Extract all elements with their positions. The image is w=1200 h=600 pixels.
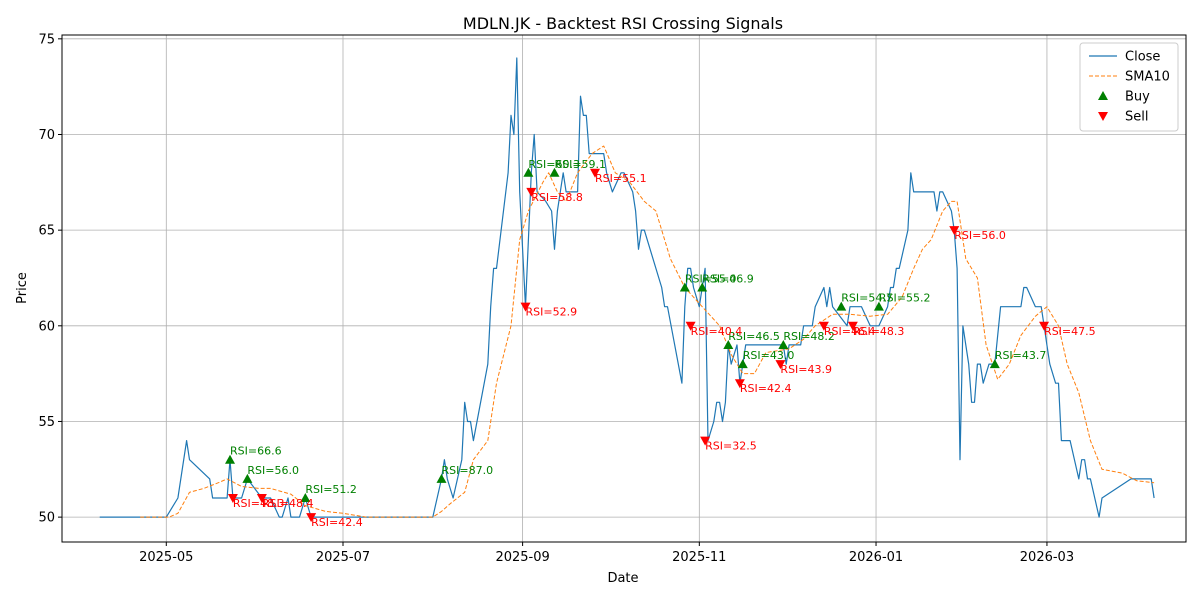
x-tick-label: 2025-07 [316,550,370,565]
sell-marker [949,226,960,236]
buy-label: RSI=46.9 [702,273,754,286]
sell-marker [256,493,267,503]
x-tick-label: 2026-03 [1020,550,1074,565]
buy-marker [737,359,748,369]
sell-marker [227,493,238,503]
y-tick-label: 75 [38,32,55,47]
x-tick-label: 2025-11 [672,550,726,565]
legend-label: Close [1125,50,1160,65]
buy-marker [549,167,560,177]
legend-sell-swatch [1098,112,1108,121]
legend-label: SMA10 [1125,70,1170,85]
sell-marker [775,360,786,370]
sell-label: RSI=52.9 [526,306,578,319]
x-axis: 2025-05 2025-07 2025-09 2025-11 2026-01 2026-… [139,542,1074,565]
buy-marker [697,282,708,292]
legend: Close SMA10 Buy Sell [1079,42,1179,132]
sell-marker [1039,321,1050,331]
buy-label: RSI=46.5 [728,330,780,343]
sell-marker [526,187,537,197]
y-tick-label: 50 [38,511,55,526]
sell-marker [520,302,531,312]
sell-label: RSI=40.4 [691,325,743,338]
x-axis-title: Date [607,571,638,586]
y-axis-title: Price [15,272,30,304]
sell-label: RSI=32.5 [705,440,757,453]
buy-marker [679,282,690,292]
sell-label: RSI=42.4 [311,516,363,529]
buy-label: RSI=43.7 [995,349,1047,362]
buy-label: RSI=43.0 [743,349,795,362]
y-tick-label: 70 [38,128,55,143]
sell-label: RSI=48.3 [233,497,285,510]
buy-label: RSI=59.1 [554,158,606,171]
buy-marker [989,359,1000,369]
buy-label: RSI=48.2 [783,330,835,343]
buy-label: RSI=66.6 [230,445,282,458]
chart-title: MDLN.JK - Backtest RSI Crossing Signals [463,14,783,33]
y-tick-label: 65 [38,224,55,239]
buy-label: RSI=56.0 [247,464,299,477]
buy-marker [778,339,789,349]
buy-marker [723,339,734,349]
sell-label: RSI=48.4 [262,497,314,510]
legend-box [1079,42,1179,132]
sell-marker [734,379,745,389]
sell-marker [700,436,711,446]
sell-label: RSI=46.4 [824,325,876,338]
sell-marker [847,321,858,331]
buy-marker [242,473,253,483]
sell-label: RSI=42.4 [740,382,792,395]
buy-marker [225,454,236,464]
buy-marker [436,473,447,483]
buy-label: RSI=60.3 [528,158,580,171]
legend-buy-swatch [1098,91,1108,100]
buy-marker [523,167,534,177]
sell-label: RSI=47.5 [1044,325,1096,338]
sell-marker [685,321,696,331]
plot-frame [61,34,1187,543]
buy-label: RSI=55.2 [879,292,931,305]
legend-label: Buy [1125,90,1150,105]
sell-marker [590,168,601,178]
y-tick-label: 55 [38,415,55,430]
sell-label: RSI=43.9 [780,363,832,376]
sell-label: RSI=55.1 [595,172,647,185]
legend-label: Sell [1125,110,1148,125]
x-tick-label: 2026-01 [849,550,903,565]
buy-label: RSI=55.0 [685,273,737,286]
buy-signals: RSI=66.6 RSI=56.0 RSI=51.2 RSI=87.0 RSI=60.3… [225,158,1046,502]
sell-signals: RSI=48.3RSI=48.4RSI=42.4RSI=52.9RSI=58.8… [227,168,1096,529]
buy-label: RSI=51.2 [305,483,357,496]
sell-label: RSI=58.8 [531,191,583,204]
sell-label: RSI=56.0 [954,229,1006,242]
grid-lines [62,35,1186,542]
buy-label: RSI=54.7 [841,292,893,305]
x-tick-label: 2025-05 [139,550,193,565]
sell-marker [306,513,317,523]
buy-marker [873,301,884,311]
x-tick-label: 2025-09 [495,550,549,565]
sell-marker [818,321,829,331]
y-tick-label: 60 [38,319,55,334]
sell-label: RSI=48.3 [853,325,905,338]
buy-label: RSI=87.0 [441,464,493,477]
y-axis: 50 55 60 65 70 75 [38,32,62,526]
buy-marker [300,492,311,502]
buy-marker [836,301,847,311]
